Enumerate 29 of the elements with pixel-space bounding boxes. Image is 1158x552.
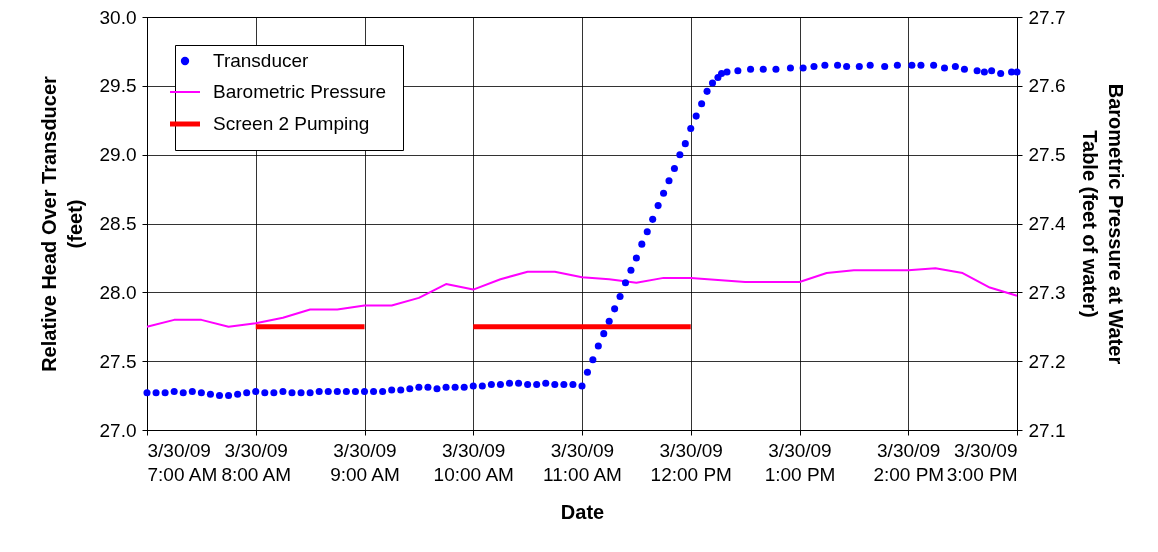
x-tick-label: 3/30/09 8:00 AM xyxy=(221,439,292,485)
x-tick-label: 3/30/09 2:00 PM xyxy=(873,439,945,485)
y2-tick-label: 27.2 xyxy=(1028,350,1066,372)
legend-label: Barometric Pressure xyxy=(213,81,387,102)
y2-tick-label: 27.6 xyxy=(1028,75,1066,97)
y2-tick-label: 27.5 xyxy=(1028,144,1066,166)
x-tick-label: 3/30/09 11:00 AM xyxy=(543,439,622,485)
x-axis-title: Date xyxy=(560,500,605,523)
y2-tick-label: 27.1 xyxy=(1028,419,1066,441)
y-tick-label: 28.0 xyxy=(99,281,137,303)
y-tick-label: 28.5 xyxy=(99,213,137,234)
y-axis-title: Relative Head Over Transducer (feet) xyxy=(37,75,86,372)
x-tick-label: 3/30/09 1:00 PM xyxy=(764,439,836,485)
y2-axis-title: Barometric Pressure at Water Table (feet of water) xyxy=(1079,83,1128,365)
x-tick-label: 3/30/09 3:00 PM xyxy=(946,439,1018,485)
y2-tick-label: 27.4 xyxy=(1028,213,1066,234)
x-tick-label: 3/30/09 9:00 AM xyxy=(330,439,400,485)
x-tick-label: 3/30/09 10:00 AM xyxy=(433,439,514,485)
y-tick-label: 29.0 xyxy=(99,144,137,166)
y-tick-label: 27.0 xyxy=(99,419,137,441)
y-tick-label: 27.5 xyxy=(99,350,137,372)
legend-label: Transducer xyxy=(213,50,310,71)
legend-label: Screen 2 Pumping xyxy=(213,113,370,134)
x-tick-label: 3/30/09 7:00 AM xyxy=(147,439,218,485)
y-tick-label: 30.0 xyxy=(99,6,137,28)
x-tick-label: 3/30/09 12:00 PM xyxy=(650,439,732,485)
y-tick-label: 29.5 xyxy=(99,75,137,97)
y2-tick-label: 27.3 xyxy=(1028,281,1066,303)
y2-tick-label: 27.7 xyxy=(1028,6,1066,28)
